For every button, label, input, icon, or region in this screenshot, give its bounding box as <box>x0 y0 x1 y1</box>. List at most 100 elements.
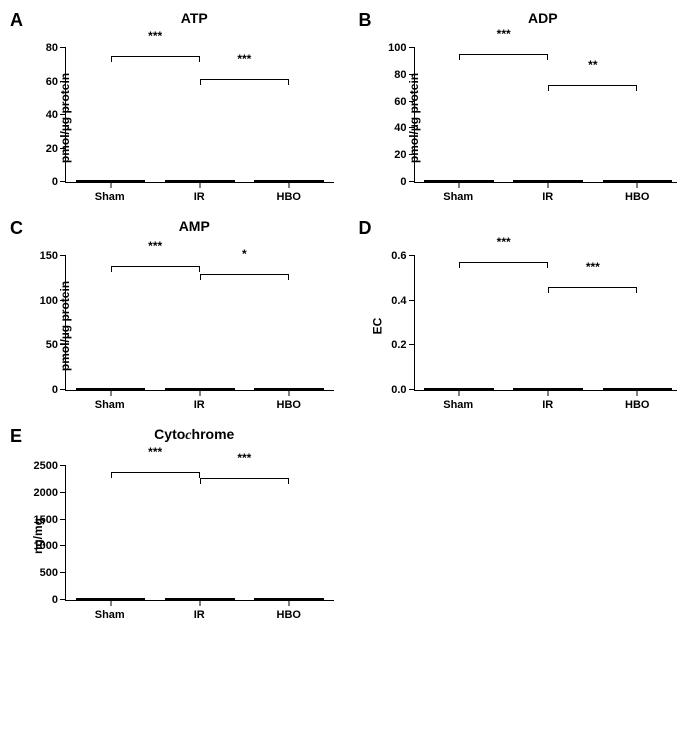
y-tick-label: 0 <box>52 176 58 188</box>
x-label: Sham <box>423 188 493 208</box>
x-label: Sham <box>75 188 145 208</box>
x-label: HBO <box>602 188 672 208</box>
bar-group <box>603 180 673 182</box>
panel-label: A <box>10 10 23 31</box>
panel-a: AATPpmol/µg protein020406080******ShamIR… <box>10 10 339 208</box>
significance-label: *** <box>237 451 251 465</box>
y-tick-label: 80 <box>46 42 58 54</box>
panel-d: D EC0.00.20.40.6******ShamIRHBO <box>359 218 677 416</box>
bar <box>254 180 324 182</box>
panel-label: E <box>10 426 22 447</box>
chart-area: pmol/µg protein050100150****ShamIRHBO <box>65 236 334 416</box>
bar-group <box>513 388 583 390</box>
error-cap <box>194 599 206 600</box>
significance-label: *** <box>497 235 511 249</box>
bar-group <box>513 180 583 182</box>
significance-bracket <box>111 56 200 57</box>
panel-b: BADPpmol/µg protein020406080100*****Sham… <box>359 10 677 208</box>
error-cap <box>105 389 117 390</box>
bars-container <box>415 256 677 390</box>
bar-group <box>254 180 324 182</box>
significance-bracket <box>200 274 289 275</box>
bar-group <box>76 180 146 182</box>
y-tick-label: 1500 <box>34 514 58 526</box>
x-label: IR <box>164 606 234 626</box>
bars-container <box>66 48 334 182</box>
plot: 020406080****** <box>65 48 334 183</box>
chart-title <box>399 218 677 234</box>
bar <box>254 598 324 600</box>
y-tick-label: 80 <box>394 69 406 81</box>
chart-area: pmol/µg protein020406080******ShamIRHBO <box>65 28 334 208</box>
x-label: HBO <box>254 606 324 626</box>
x-label: HBO <box>254 188 324 208</box>
error-cap <box>543 389 555 390</box>
panel-e: ECytochrome ng/mg05001000150020002500***… <box>10 426 339 626</box>
bar <box>254 388 324 390</box>
error-cap <box>194 181 206 182</box>
bar-group <box>165 388 235 390</box>
chart-title: AMP <box>50 218 339 234</box>
significance-label: * <box>242 247 247 261</box>
bar <box>603 180 673 182</box>
significance-bracket <box>548 85 637 86</box>
figure-grid: AATPpmol/µg protein020406080******ShamIR… <box>10 10 677 626</box>
y-tick-label: 100 <box>388 42 406 54</box>
y-tick-label: 20 <box>394 149 406 161</box>
bar <box>76 180 146 182</box>
bars-container <box>415 48 677 182</box>
significance-bracket <box>548 287 637 288</box>
error-cap <box>105 181 117 182</box>
x-label: HBO <box>254 396 324 416</box>
chart-area: EC0.00.20.40.6******ShamIRHBO <box>414 236 677 416</box>
error-cap <box>454 181 466 182</box>
plot: 050100150**** <box>65 256 334 391</box>
bar <box>76 388 146 390</box>
bar-group <box>254 388 324 390</box>
bar <box>165 180 235 182</box>
panel-label: C <box>10 218 23 239</box>
significance-bracket <box>200 478 289 479</box>
x-label: IR <box>513 188 583 208</box>
significance-bracket <box>200 79 289 80</box>
x-label: HBO <box>602 396 672 416</box>
chart-title: ADP <box>399 10 677 26</box>
y-tick-label: 60 <box>394 96 406 108</box>
y-tick-label: 2500 <box>34 460 58 472</box>
x-label: IR <box>513 396 583 416</box>
plot: 0.00.20.40.6****** <box>414 256 677 391</box>
bar-group <box>165 180 235 182</box>
y-tick-label: 0 <box>400 176 406 188</box>
error-cap <box>543 181 555 182</box>
y-tick-label: 500 <box>40 567 58 579</box>
bar <box>603 388 673 390</box>
x-labels: Sham IR HBO <box>414 396 677 416</box>
bar <box>513 180 583 182</box>
error-cap <box>283 599 295 600</box>
x-labels: Sham IR HBO <box>414 188 677 208</box>
y-tick-label: 60 <box>46 76 58 88</box>
bar-group <box>254 598 324 600</box>
bar-group <box>424 388 494 390</box>
y-tick-label: 0 <box>52 384 58 396</box>
chart-title: Cytochrome <box>50 426 339 444</box>
bar <box>513 388 583 390</box>
x-label: Sham <box>423 396 493 416</box>
y-tick-label: 0 <box>52 594 58 606</box>
bar <box>165 388 235 390</box>
y-tick-label: 1000 <box>34 540 58 552</box>
chart-area: ng/mg05001000150020002500******ShamIRHBO <box>65 446 334 626</box>
significance-bracket <box>111 266 200 267</box>
y-tick-label: 20 <box>46 143 58 155</box>
bar-group <box>76 598 146 600</box>
y-tick-label: 0.4 <box>391 295 406 307</box>
bar-group <box>424 180 494 182</box>
x-label: IR <box>164 188 234 208</box>
y-tick-label: 40 <box>394 122 406 134</box>
x-labels: Sham IR HBO <box>65 188 334 208</box>
y-tick-label: 2000 <box>34 487 58 499</box>
bar <box>76 598 146 600</box>
x-labels: ShamIRHBO <box>65 396 334 416</box>
significance-label: ** <box>588 58 597 72</box>
x-label: Sham <box>75 396 145 416</box>
